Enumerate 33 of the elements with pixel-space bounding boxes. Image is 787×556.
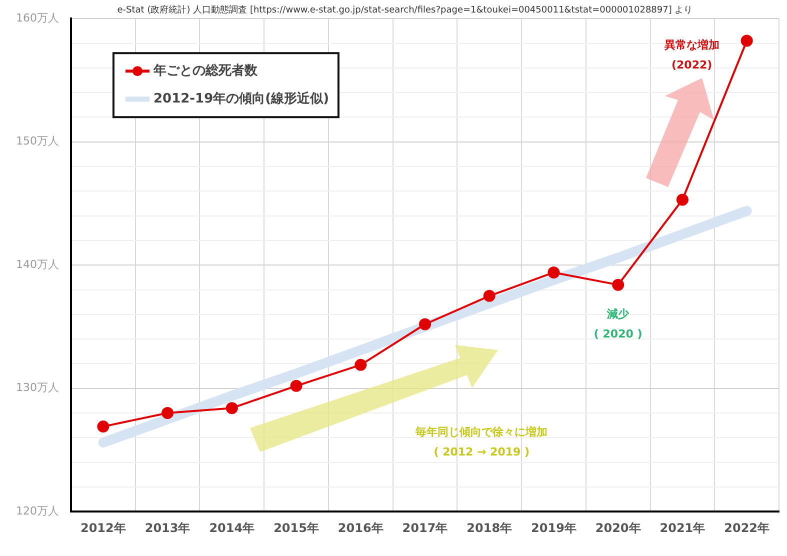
- y-tick-label: 140万人: [16, 258, 59, 271]
- x-tick-label: 2012年: [80, 520, 126, 535]
- x-tick-label: 2013年: [144, 520, 190, 535]
- y-tick-label: 120万人: [16, 504, 59, 518]
- x-tick-label: 2014年: [209, 520, 255, 535]
- y-tick-label: 130万人: [16, 381, 59, 394]
- legend-label: 2012-19年の傾向(線形近似): [153, 90, 330, 106]
- point: [354, 358, 367, 371]
- x-tick-label: 2016年: [338, 520, 384, 535]
- annotation: 減少 ( 2020 ): [594, 308, 642, 341]
- x-tick-label: 2021年: [660, 520, 706, 535]
- x-tick-label: 2018年: [466, 520, 512, 535]
- point: [612, 278, 624, 291]
- x-tick-label: 2020年: [595, 520, 641, 535]
- point: [97, 420, 110, 433]
- point: [676, 194, 688, 206]
- x-tick-label: 2022年: [724, 520, 770, 535]
- annotation: 毎年同じ傾向で徐々に増加 ( 2012 → 2019 ): [414, 426, 548, 459]
- point: [740, 34, 753, 47]
- x-tick-label: 2017年: [402, 520, 448, 535]
- text: e-Stat (政府統計) 人口動態調査 [https://www.e-stat.go.jp/stat-search/files?page=1&toukei=00450011&tstat=000001028897] より: [117, 4, 693, 16]
- point: [483, 290, 496, 302]
- y-tick-label: 160万人: [16, 11, 59, 24]
- y-tick-label: 150万人: [16, 134, 59, 148]
- point: [290, 380, 302, 392]
- legend-label: 年ごとの総死者数: [152, 63, 258, 78]
- point: [419, 318, 431, 330]
- point: [162, 407, 174, 419]
- point: [548, 266, 560, 278]
- x-tick-label: 2019年: [531, 520, 576, 535]
- x-tick-label: 2015年: [274, 520, 319, 535]
- point: [226, 402, 238, 414]
- annotation: 異常な増加 (2022): [663, 38, 720, 72]
